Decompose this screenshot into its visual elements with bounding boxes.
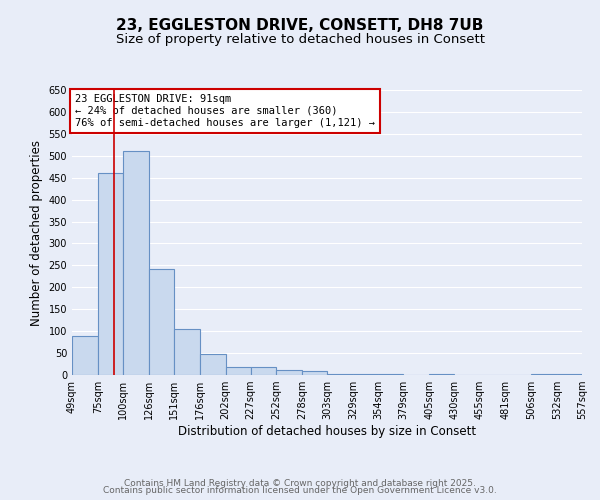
Bar (226, 366, 251, 375)
Bar (327, 374, 353, 375)
Text: Contains HM Land Registry data © Crown copyright and database right 2025.: Contains HM Land Registry data © Crown c… (124, 478, 476, 488)
Text: Size of property relative to detached houses in Consett: Size of property relative to detached ho… (115, 32, 485, 46)
Bar (251, 367, 276, 375)
Bar (557, 374, 582, 375)
Bar (98, 174, 123, 375)
Bar (531, 374, 557, 375)
Bar (123, 152, 149, 375)
Bar (378, 374, 403, 375)
Bar (175, 329, 200, 375)
Text: 23 EGGLESTON DRIVE: 91sqm
← 24% of detached houses are smaller (360)
76% of semi: 23 EGGLESTON DRIVE: 91sqm ← 24% of detac… (75, 94, 375, 128)
Text: Contains public sector information licensed under the Open Government Licence v3: Contains public sector information licen… (103, 486, 497, 495)
Y-axis label: Number of detached properties: Number of detached properties (30, 140, 43, 326)
X-axis label: Distribution of detached houses by size in Consett: Distribution of detached houses by size … (178, 425, 476, 438)
Text: 23, EGGLESTON DRIVE, CONSETT, DH8 7UB: 23, EGGLESTON DRIVE, CONSETT, DH8 7UB (116, 18, 484, 32)
Bar (199, 354, 226, 375)
Bar (302, 372, 327, 375)
Bar (276, 370, 302, 375)
Bar (353, 374, 378, 375)
Bar (72, 336, 98, 375)
Bar (149, 269, 175, 375)
Bar (430, 374, 455, 375)
